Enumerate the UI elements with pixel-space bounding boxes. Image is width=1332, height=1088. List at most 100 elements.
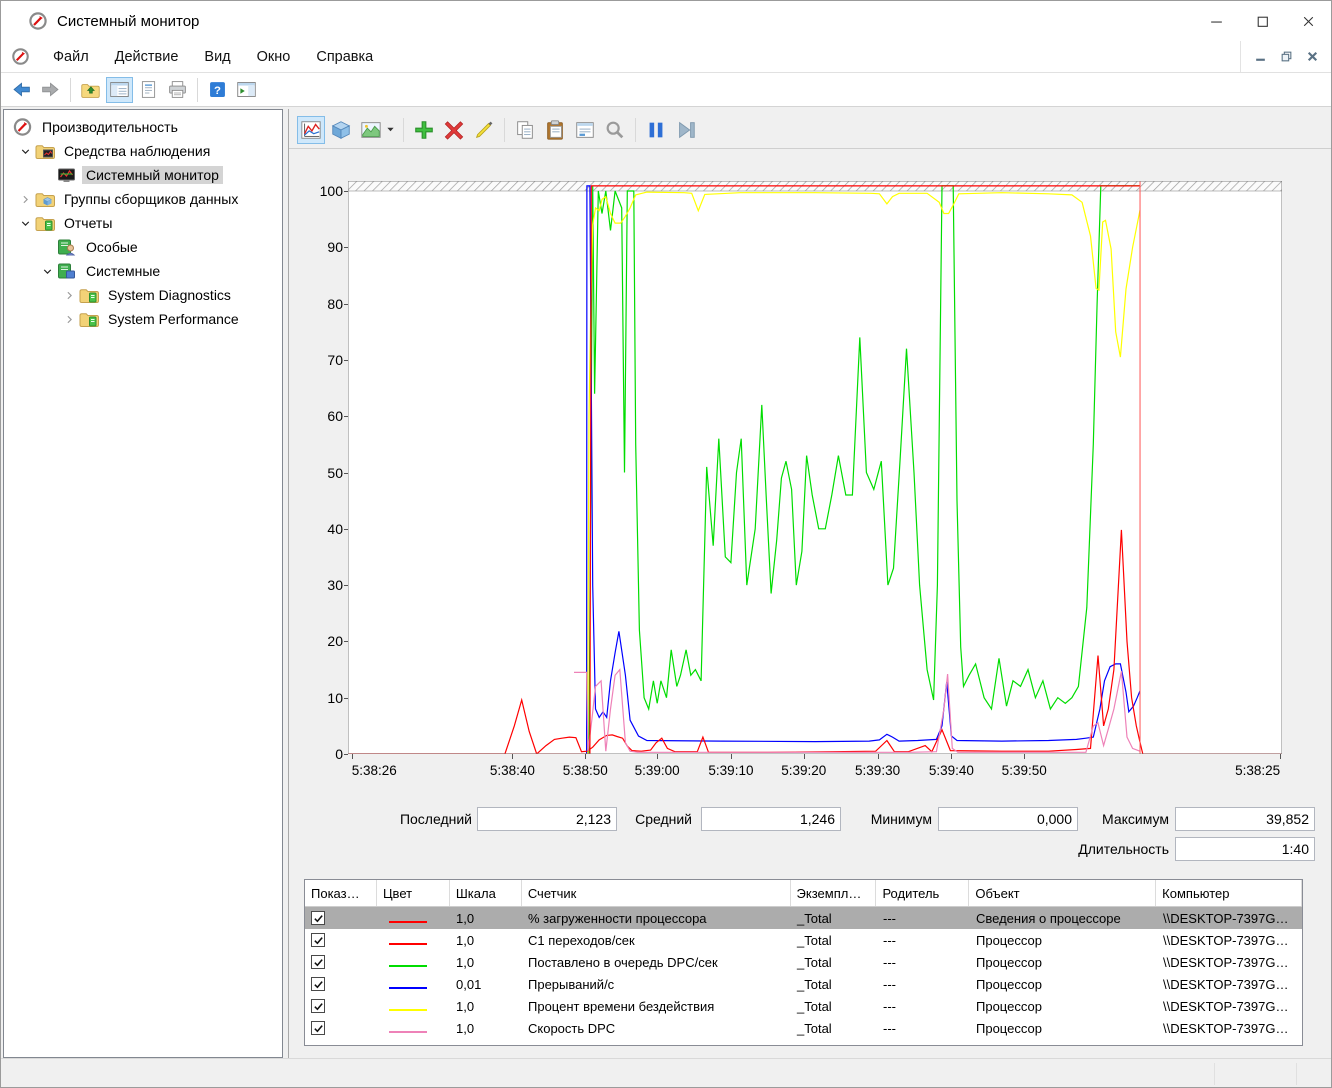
show-console-tree-button[interactable] [106, 76, 133, 103]
tree-item-performance[interactable]: Производительность [4, 115, 282, 139]
update-data-button[interactable] [672, 116, 700, 144]
tree-item-data-collector-sets[interactable]: Группы сборщиков данных [4, 187, 282, 211]
counter-computer: \\DESKTOP-7397G… [1163, 932, 1289, 948]
x-axis-tick [730, 754, 732, 759]
show-counter-checkbox[interactable] [311, 911, 325, 925]
delete-counter-button[interactable] [440, 116, 468, 144]
win-min-icon [1210, 21, 1222, 23]
change-graph-type-button[interactable] [357, 116, 385, 144]
series-line [348, 186, 1140, 754]
show-counter-checkbox[interactable] [311, 1021, 325, 1035]
chart-toolbar [289, 111, 1331, 149]
child-restore-button[interactable] [1273, 46, 1299, 68]
tree-item-system-performance[interactable]: System Performance [4, 307, 282, 331]
app-icon [28, 11, 48, 31]
properties-button[interactable] [571, 116, 599, 144]
legend-column-header[interactable]: Экземпл… [791, 880, 877, 906]
counter-row[interactable]: 1,0 Скорость DPC _Total --- Процессор \\DESKT… [305, 1017, 1302, 1039]
chevron-right-icon[interactable] [60, 311, 78, 327]
tree-item-performance-monitor[interactable]: Системный монитор [4, 163, 282, 187]
report-user-icon [56, 237, 77, 257]
upfolder-icon [81, 84, 100, 98]
chevron-spacer [38, 167, 56, 183]
menu-view[interactable]: Вид [204, 48, 231, 65]
y-axis-tick [344, 585, 348, 587]
y-axis-label: 70 [327, 351, 343, 368]
counter-row[interactable]: 0,01 Прерываний/с _Total --- Процессор \\DESK… [305, 973, 1302, 995]
console-tree: Производительность Средства наблюдения Сис… [3, 109, 283, 1058]
chevron-down-icon[interactable] [16, 143, 34, 159]
chart-plot-area[interactable] [348, 181, 1282, 754]
minimize-button[interactable] [1193, 1, 1239, 41]
chevron-right-icon[interactable] [60, 287, 78, 303]
legend-column-header[interactable]: Счетчик [522, 880, 791, 906]
counter-scale: 0,01 [456, 976, 482, 992]
tree-item-label: System Diagnostics [108, 287, 231, 303]
tree-item-system-diagnostics[interactable]: System Diagnostics [4, 283, 282, 307]
freeze-display-button[interactable] [642, 116, 670, 144]
tree-item-reports[interactable]: Отчеты [4, 211, 282, 235]
win-max-icon [1257, 16, 1268, 27]
menu-window[interactable]: Окно [256, 48, 291, 65]
title-bar: Системный монитор [1, 1, 1331, 41]
tree-item-user-defined[interactable]: Особые [4, 235, 282, 259]
legend-column-header[interactable]: Цвет [377, 880, 450, 906]
counter-row[interactable]: 1,0 C1 переходов/сек _Total --- Процессор \\D… [305, 929, 1302, 951]
menu-action[interactable]: Действие [114, 48, 179, 65]
y-axis-label: 90 [327, 239, 343, 256]
paste-counter-list-button[interactable] [541, 116, 569, 144]
stat-last-value: 2,123 [477, 807, 617, 831]
copy-properties-button[interactable] [511, 116, 539, 144]
up-one-level-button[interactable] [77, 77, 104, 103]
folder-report-icon [78, 309, 99, 329]
counter-parent: --- [883, 932, 896, 948]
toolbar-separator [70, 77, 71, 102]
view-log-data-button[interactable] [327, 116, 355, 144]
export-list-button[interactable] [135, 77, 162, 103]
show-counter-checkbox[interactable] [311, 955, 325, 969]
close-button[interactable] [1285, 1, 1331, 41]
counter-row[interactable]: 1,0 Поставлено в очередь DPC/сек _Total ---… [305, 951, 1302, 973]
show-counter-checkbox[interactable] [311, 999, 325, 1013]
stat-last-label: Последний [399, 811, 472, 827]
y-axis-label: 10 [327, 689, 343, 706]
legend-column-header[interactable]: Компьютер [1156, 880, 1303, 906]
help-button[interactable]: ? [204, 77, 231, 103]
show-counter-checkbox[interactable] [311, 977, 325, 991]
menu-file[interactable]: Файл [53, 48, 89, 65]
child-close-button[interactable] [1299, 46, 1325, 68]
back-button[interactable] [8, 77, 35, 103]
highlight-button[interactable] [470, 116, 498, 144]
add-counter-button[interactable] [410, 116, 438, 144]
view-chart-icon [301, 120, 321, 139]
system-menu-icon[interactable] [11, 47, 30, 66]
legend-column-header[interactable]: Объект [969, 880, 1157, 906]
forward-button[interactable] [37, 77, 64, 103]
chevron-down-icon[interactable] [16, 215, 34, 231]
print-button[interactable] [164, 77, 191, 103]
counter-counter: % загруженности процессора [528, 910, 707, 926]
tree-item-monitoring-tools[interactable]: Средства наблюдения [4, 139, 282, 163]
show-counter-checkbox[interactable] [311, 933, 325, 947]
counter-row[interactable]: 1,0 % загруженности процессора _Total --- Св… [305, 907, 1302, 929]
counter-counter: Скорость DPC [528, 1020, 616, 1036]
x-axis-tick [877, 754, 879, 759]
folder-report-icon [34, 213, 55, 233]
counter-color-swatch [389, 920, 427, 923]
series-line [587, 186, 1140, 754]
legend-column-header[interactable]: Показ… [305, 880, 377, 906]
graph-type-dropdown-caret[interactable] [386, 116, 398, 144]
x-axis-label: 5:39:10 [708, 763, 754, 778]
child-minimize-button[interactable] [1247, 46, 1273, 68]
legend-column-header[interactable]: Родитель [876, 880, 970, 906]
action-pane-button[interactable] [233, 77, 260, 103]
menu-help[interactable]: Справка [316, 48, 374, 65]
chevron-right-icon[interactable] [16, 191, 34, 207]
chevron-down-icon[interactable] [38, 263, 56, 279]
tree-item-system[interactable]: Системные [4, 259, 282, 283]
legend-column-header[interactable]: Шкала [450, 880, 522, 906]
maximize-button[interactable] [1239, 1, 1285, 41]
zoom-button[interactable] [601, 116, 629, 144]
view-current-activity-button[interactable] [297, 115, 325, 144]
counter-row[interactable]: 1,0 Процент времени бездействия _Total --- П… [305, 995, 1302, 1017]
